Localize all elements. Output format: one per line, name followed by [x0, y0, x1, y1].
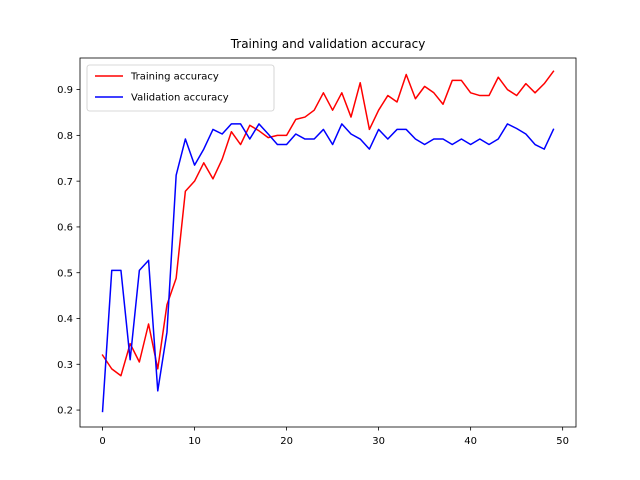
y-tick-label: 0.3 — [57, 360, 73, 371]
x-tick-label: 40 — [464, 436, 477, 447]
legend-box — [86, 64, 275, 112]
series-line-validation — [101, 123, 555, 413]
y-tick-label: 0.5 — [57, 268, 73, 279]
x-tick-label: 10 — [188, 436, 201, 447]
legend-label-training: Training accuracy — [130, 72, 219, 83]
legend: Training accuracy Validation accuracy — [86, 64, 275, 112]
chart-title: Training and validation accuracy — [230, 37, 426, 51]
y-tick-label: 0.8 — [57, 131, 73, 142]
y-tick-label: 0.7 — [57, 177, 73, 188]
axes-layer: 0 10 20 30 40 50 0.2 0.3 0.4 0.5 0.6 0.7 0.8 0.9 — [57, 57, 577, 447]
plot-frame — [79, 57, 577, 428]
y-tick-label: 0.9 — [57, 85, 73, 96]
x-tick-label: 0 — [99, 436, 105, 447]
x-tick-label: 30 — [372, 436, 385, 447]
y-tick-label: 0.6 — [57, 223, 73, 234]
y-tick-label: 0.2 — [57, 406, 73, 417]
series-layer — [101, 70, 555, 413]
series-line-training — [101, 70, 555, 377]
y-tick-label: 0.4 — [57, 314, 73, 325]
legend-label-validation: Validation accuracy — [131, 93, 229, 104]
x-tick-label: 20 — [280, 436, 293, 447]
x-tick-label: 50 — [556, 436, 569, 447]
